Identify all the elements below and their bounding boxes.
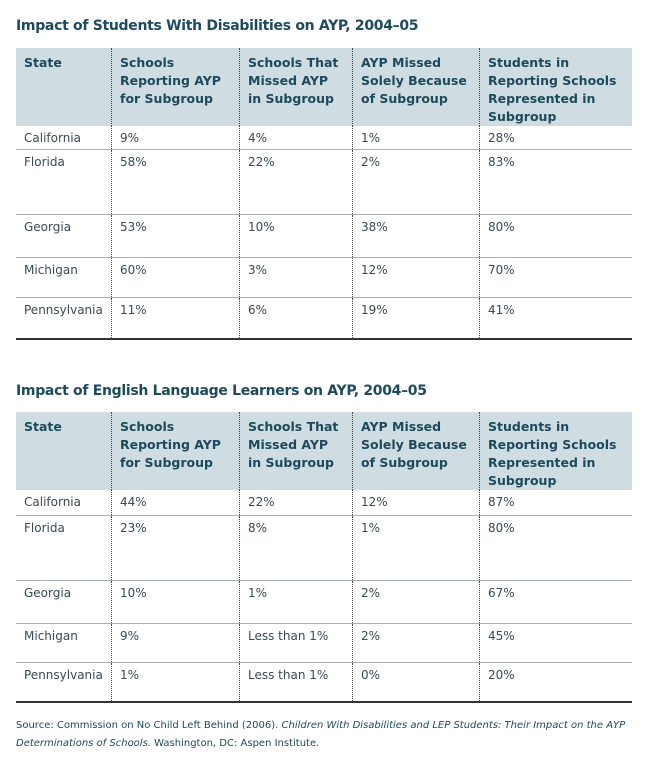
table-cell: 2%: [352, 580, 480, 624]
disabilities-table: State Schools Reporting AYP for Subgroup S…: [16, 48, 632, 340]
table-cell: 22%: [239, 490, 353, 516]
source-title: Children With Disabilities and LEP Stude…: [16, 720, 626, 749]
table-cell: 83%: [479, 149, 632, 215]
source-note: Source: Commission on No Child Left Behi…: [16, 717, 645, 753]
source-suffix: Washington, DC: Aspen Institute.: [150, 738, 320, 749]
table-cell: 1%: [239, 580, 353, 624]
table-cell: 20%: [479, 662, 632, 703]
table-cell: Less than 1%: [239, 623, 353, 663]
table-cell: 3%: [239, 257, 353, 298]
table-cell: 23%: [111, 515, 240, 581]
table-title: Impact of Students With Disabilities on …: [16, 18, 419, 34]
table-cell: 2%: [352, 623, 480, 663]
table-cell: Florida: [16, 149, 112, 215]
table-cell: 28%: [479, 126, 632, 150]
column-header: Students in Reporting Schools Represente…: [479, 48, 632, 126]
column-header: State: [16, 48, 112, 126]
table-title: Impact of English Language Learners on A…: [16, 383, 427, 399]
table-cell: 10%: [239, 214, 353, 258]
ell-table: State Schools Reporting AYP for Subgroup S…: [16, 412, 632, 703]
table-cell: 80%: [479, 214, 632, 258]
table-cell: Pennsylvania: [16, 662, 112, 703]
table-cell: 38%: [352, 214, 480, 258]
column-header: AYP Missed Solely Because of Subgroup: [352, 48, 480, 126]
table-cell: 9%: [111, 126, 240, 150]
table-cell: Less than 1%: [239, 662, 353, 703]
table-cell: 6%: [239, 297, 353, 340]
table-cell: Georgia: [16, 214, 112, 258]
table-cell: 60%: [111, 257, 240, 298]
table-cell: 4%: [239, 126, 353, 150]
table-cell: 9%: [111, 623, 240, 663]
table-cell: 70%: [479, 257, 632, 298]
table-cell: 87%: [479, 490, 632, 516]
column-header: Students in Reporting Schools Represente…: [479, 412, 632, 490]
table-row: Pennsylvania 1% Less than 1% 0% 20%: [16, 662, 632, 703]
table-cell: Michigan: [16, 623, 112, 663]
column-header: Schools That Missed AYP in Subgroup: [239, 412, 353, 490]
table-cell: 1%: [352, 515, 480, 581]
table-cell: 1%: [352, 126, 480, 150]
table-row: Georgia 10% 1% 2% 67%: [16, 580, 632, 624]
table-row: Florida 58% 22% 2% 83%: [16, 149, 632, 215]
table-cell: 10%: [111, 580, 240, 624]
table-cell: 44%: [111, 490, 240, 516]
table-row: Michigan 60% 3% 12% 70%: [16, 257, 632, 298]
header-row: State Schools Reporting AYP for Subgroup S…: [16, 48, 632, 126]
table-cell: 45%: [479, 623, 632, 663]
table-cell: 80%: [479, 515, 632, 581]
table-row: Pennsylvania 11% 6% 19% 41%: [16, 297, 632, 340]
column-header: State: [16, 412, 112, 490]
header-row: State Schools Reporting AYP for Subgroup S…: [16, 412, 632, 490]
table-cell: California: [16, 126, 112, 150]
table-row: Georgia 53% 10% 38% 80%: [16, 214, 632, 258]
table-cell: 41%: [479, 297, 632, 340]
table-cell: 2%: [352, 149, 480, 215]
source-prefix: Source: Commission on No Child Left Behi…: [16, 720, 282, 731]
table-row: California 44% 22% 12% 87%: [16, 490, 632, 516]
table-cell: 11%: [111, 297, 240, 340]
table-cell: 1%: [111, 662, 240, 703]
table-cell: 22%: [239, 149, 353, 215]
table-cell: 12%: [352, 490, 480, 516]
table-cell: 58%: [111, 149, 240, 215]
column-header: AYP Missed Solely Because of Subgroup: [352, 412, 480, 490]
table-row: Michigan 9% Less than 1% 2% 45%: [16, 623, 632, 663]
table-cell: 12%: [352, 257, 480, 298]
table-cell: 8%: [239, 515, 353, 581]
table-row: California 9% 4% 1% 28%: [16, 126, 632, 150]
table-row: Florida 23% 8% 1% 80%: [16, 515, 632, 581]
column-header: Schools Reporting AYP for Subgroup: [111, 412, 240, 490]
table-cell: Michigan: [16, 257, 112, 298]
table-cell: 19%: [352, 297, 480, 340]
table-cell: 53%: [111, 214, 240, 258]
table-cell: Georgia: [16, 580, 112, 624]
table-cell: Pennsylvania: [16, 297, 112, 340]
table-cell: 67%: [479, 580, 632, 624]
table-cell: California: [16, 490, 112, 516]
table-cell: 0%: [352, 662, 480, 703]
table-cell: Florida: [16, 515, 112, 581]
column-header: Schools That Missed AYP in Subgroup: [239, 48, 353, 126]
column-header: Schools Reporting AYP for Subgroup: [111, 48, 240, 126]
